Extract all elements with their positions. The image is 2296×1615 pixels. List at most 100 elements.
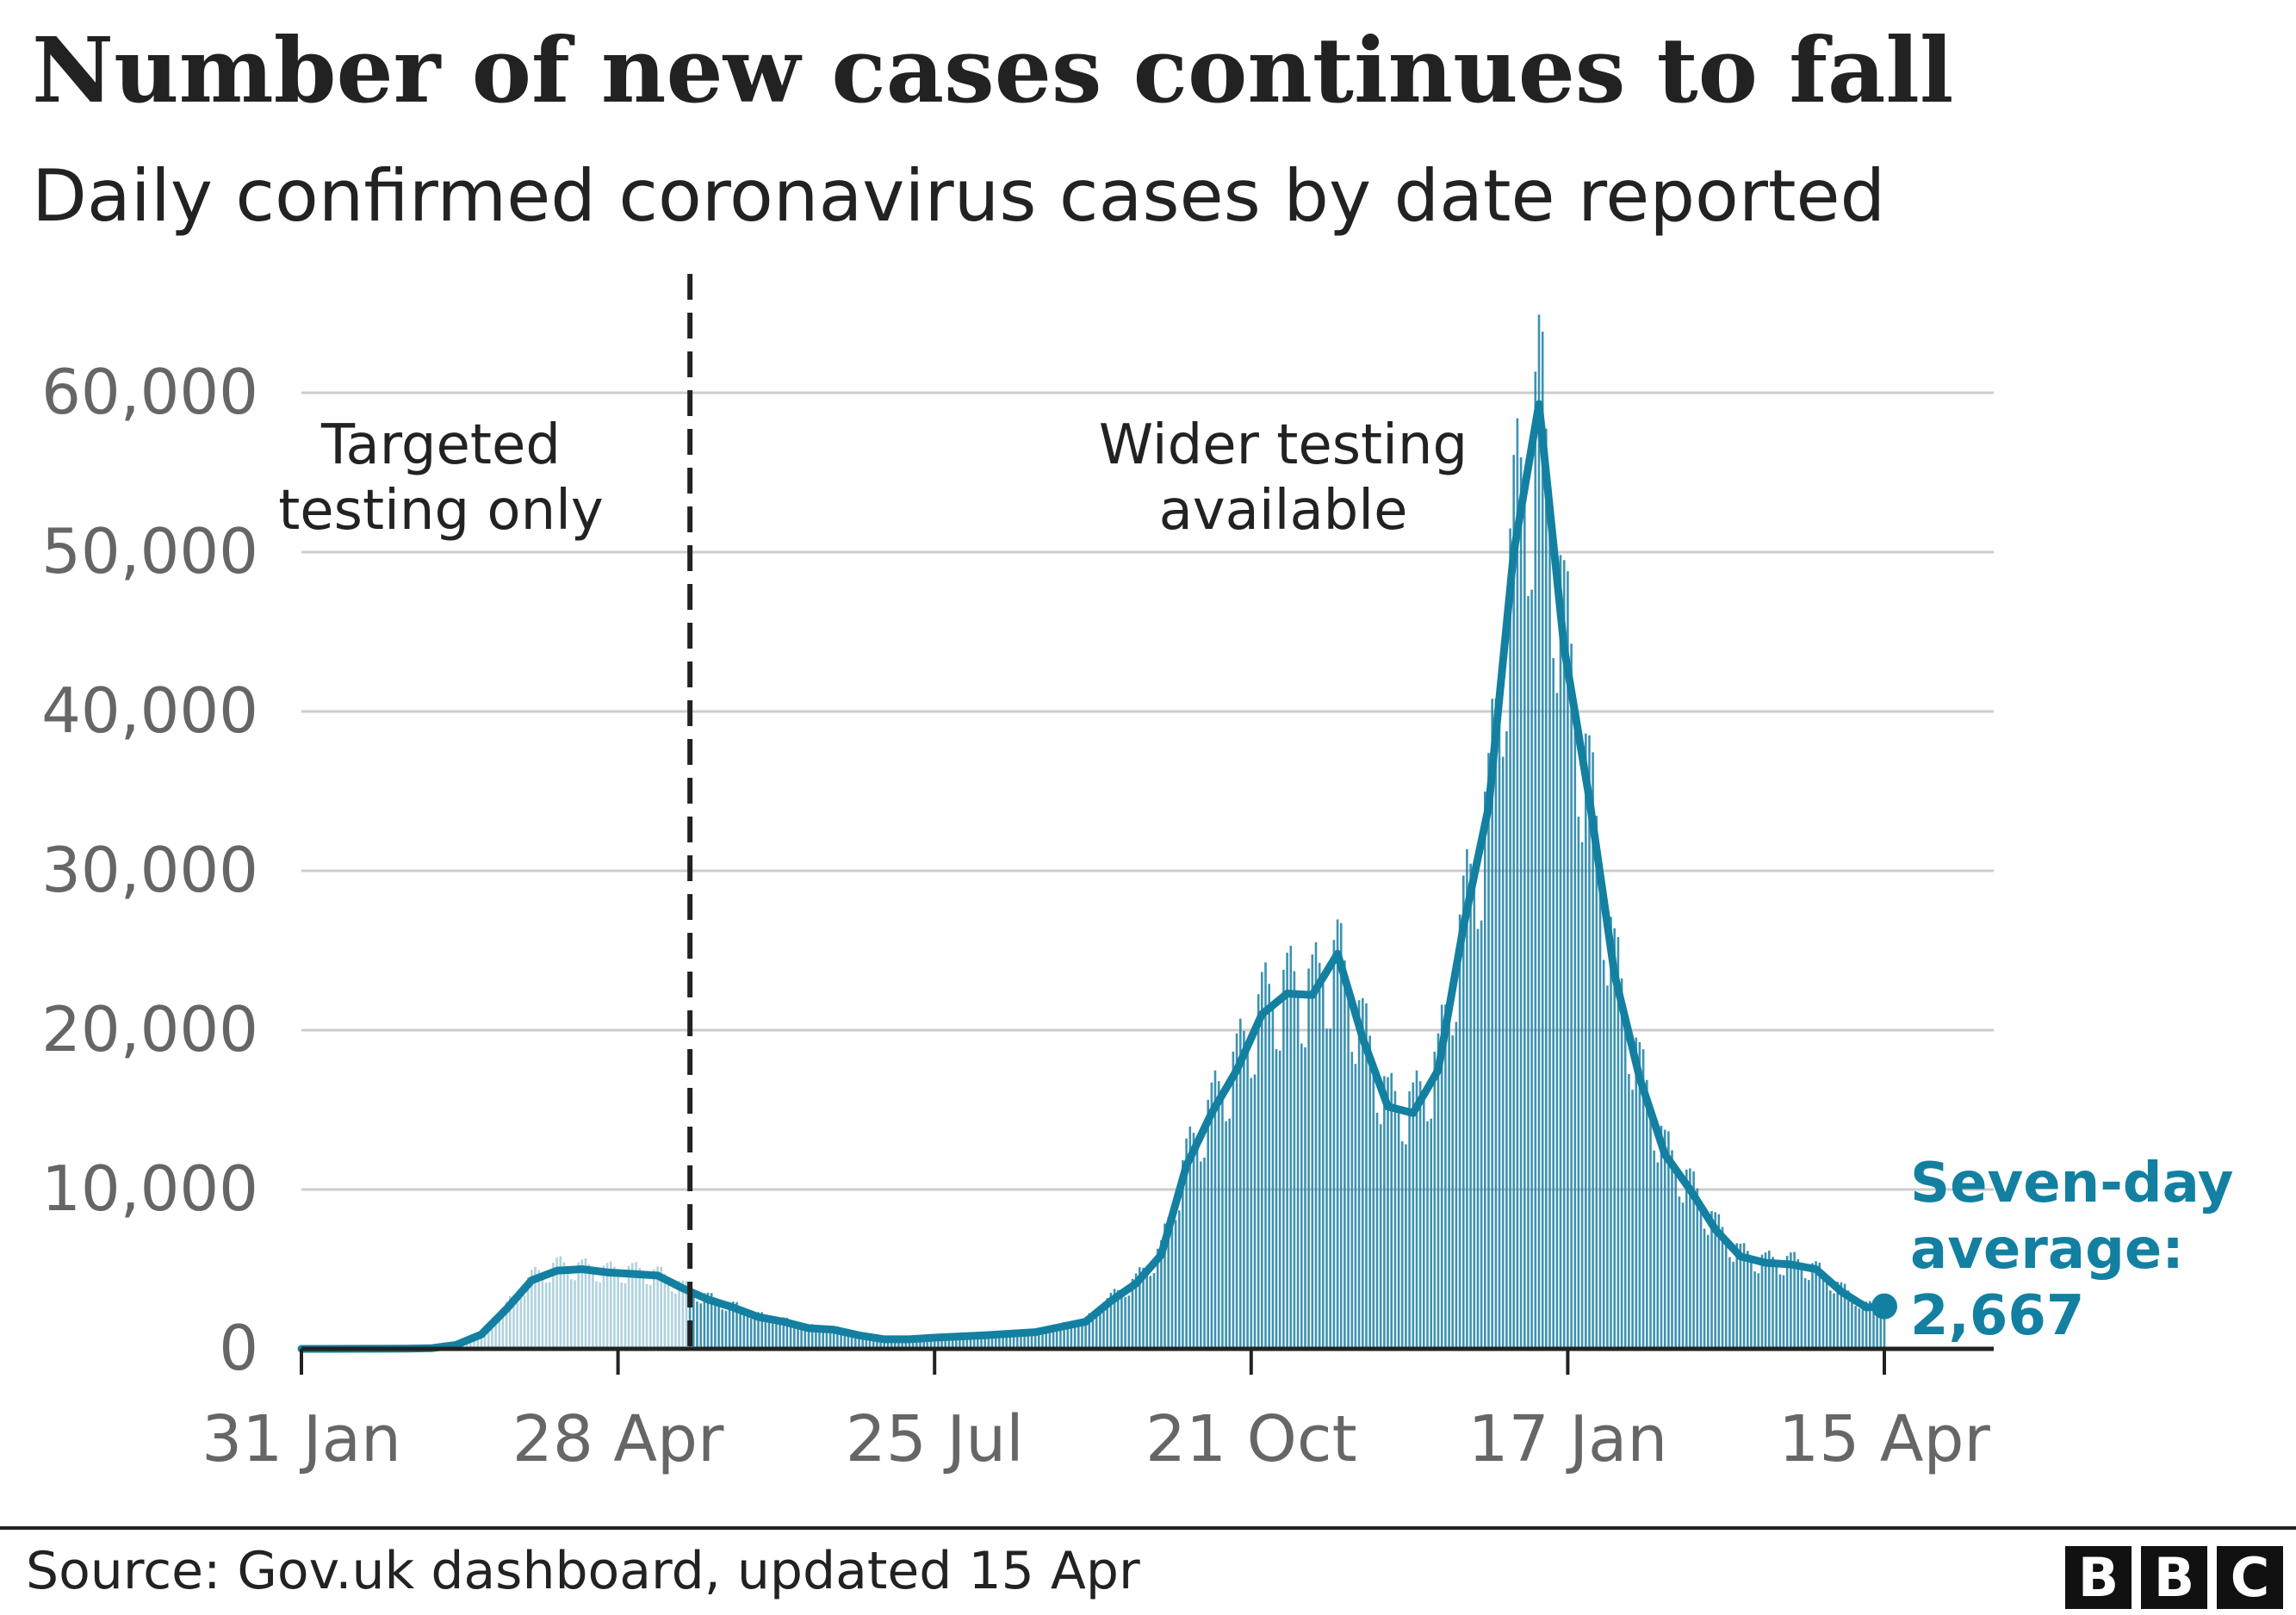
daily-bar [552, 1263, 555, 1349]
daily-bar [1747, 1251, 1749, 1349]
daily-bar [749, 1318, 753, 1349]
daily-bar [1537, 314, 1541, 1349]
cases-chart: 0 10,000 20,000 30,000 40,000 50,000 60,000 31 … [41, 274, 2234, 1476]
daily-bar [1412, 1082, 1415, 1349]
daily-bar [1685, 1169, 1688, 1349]
x-tick-label-2021-01-17: 17 Jan [1468, 1402, 1668, 1476]
daily-bar [1038, 1328, 1040, 1349]
daily-bar [980, 1333, 983, 1349]
daily-bar [624, 1283, 627, 1349]
daily-bar [1178, 1210, 1181, 1349]
y-tick-label-30000: 30,000 [41, 834, 258, 906]
daily-bar [1562, 560, 1566, 1349]
daily-bar [1400, 1141, 1404, 1349]
daily-bar [977, 1337, 979, 1349]
daily-bar [1073, 1326, 1077, 1349]
daily-bar [843, 1331, 847, 1349]
gridlines [301, 391, 1994, 1191]
daily-bar [1843, 1283, 1846, 1349]
daily-bar [1426, 1121, 1429, 1349]
daily-bar [685, 1281, 688, 1349]
daily-bar [476, 1333, 479, 1349]
daily-bar [937, 1335, 940, 1349]
daily-bar [1120, 1291, 1123, 1349]
daily-bar [1577, 817, 1580, 1349]
daily-bar [1264, 962, 1267, 1349]
daily-bar [1491, 699, 1493, 1349]
daily-bar [929, 1336, 933, 1349]
daily-bar [1545, 428, 1548, 1350]
daily-bar [1796, 1258, 1799, 1349]
daily-bar [1851, 1296, 1853, 1349]
daily-bar [1466, 848, 1468, 1349]
daily-bar [1282, 969, 1285, 1349]
daily-bar [998, 1335, 1001, 1349]
daily-bar [868, 1336, 872, 1349]
daily-bar [825, 1331, 828, 1349]
daily-bar [1602, 960, 1605, 1349]
daily-bar [667, 1281, 670, 1349]
daily-bar [858, 1332, 860, 1349]
daily-bar [1883, 1314, 1886, 1349]
daily-bar [1134, 1273, 1138, 1349]
daily-bar [494, 1322, 497, 1349]
daily-bar [1717, 1214, 1721, 1349]
daily-bar [509, 1295, 512, 1349]
bbc-logo-letter-3: C [2217, 1546, 2283, 1609]
daily-bar [1048, 1331, 1052, 1349]
daily-bar [1764, 1252, 1767, 1349]
daily-bar [1778, 1274, 1782, 1349]
daily-bar [800, 1328, 803, 1349]
daily-bar [990, 1333, 994, 1349]
daily-bar [1567, 571, 1569, 1349]
daily-bar [660, 1267, 662, 1349]
daily-bar [1336, 919, 1339, 1349]
daily-bar [1063, 1321, 1065, 1349]
daily-bar [1354, 1064, 1357, 1349]
daily-bar [1357, 1000, 1361, 1349]
daily-bar [1674, 1168, 1677, 1349]
daily-bar [1008, 1331, 1012, 1349]
daily-bar [1469, 863, 1472, 1349]
daily-bar [836, 1326, 839, 1349]
daily-bar [828, 1326, 832, 1349]
daily-bar [1656, 1162, 1660, 1349]
latest-label-line-3: 2,667 [1910, 1284, 2084, 1348]
daily-bar [797, 1327, 799, 1349]
daily-bar [706, 1292, 710, 1349]
daily-bar [1405, 1144, 1407, 1349]
daily-bar [1721, 1227, 1724, 1349]
daily-bar [854, 1332, 857, 1349]
daily-bar [1304, 1047, 1306, 1349]
daily-bar [969, 1335, 972, 1349]
wider-label-line-1: Wider testing [1099, 413, 1468, 477]
daily-bar [1610, 916, 1612, 1349]
daily-bar [531, 1270, 533, 1349]
daily-bar [1516, 418, 1519, 1350]
daily-bar [469, 1339, 472, 1349]
daily-bar [1174, 1220, 1177, 1349]
daily-bar [1735, 1243, 1738, 1349]
daily-bar [1800, 1266, 1803, 1349]
daily-bar [544, 1282, 548, 1349]
daily-bar [962, 1333, 965, 1349]
daily-bar [1225, 1121, 1227, 1349]
daily-bar [1020, 1332, 1022, 1349]
daily-bar [1865, 1301, 1868, 1349]
daily-bar [602, 1265, 605, 1349]
daily-bar [674, 1293, 677, 1349]
daily-bar [850, 1335, 853, 1349]
daily-bar [944, 1336, 946, 1349]
daily-bar [1580, 842, 1584, 1349]
daily-bar [1455, 1022, 1458, 1349]
daily-bar [933, 1335, 936, 1349]
daily-bar [1846, 1290, 1850, 1349]
daily-bar [1200, 1161, 1202, 1349]
daily-bar [1512, 455, 1515, 1349]
daily-bar [1739, 1243, 1742, 1349]
x-tick-label-2021-04-15: 15 Apr [1778, 1402, 1990, 1476]
daily-bar [1164, 1223, 1166, 1349]
daily-bar [1530, 589, 1533, 1349]
daily-bar [1318, 962, 1321, 1349]
daily-bar [926, 1339, 929, 1349]
